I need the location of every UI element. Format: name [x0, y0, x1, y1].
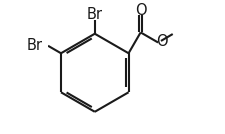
Text: Br: Br: [86, 7, 102, 22]
Text: O: O: [134, 3, 146, 18]
Text: Br: Br: [27, 38, 42, 53]
Text: O: O: [155, 34, 167, 49]
